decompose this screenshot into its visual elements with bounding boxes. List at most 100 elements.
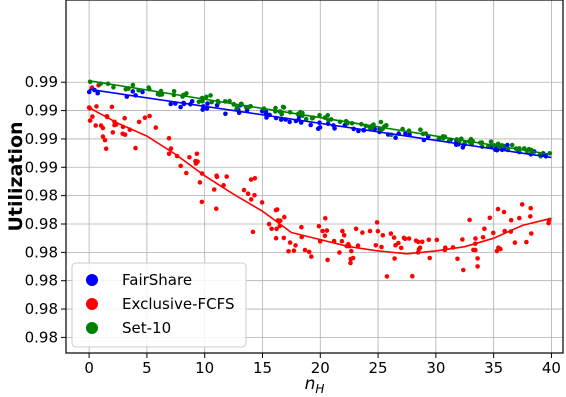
data-point-exclusive-fcfs (87, 118, 93, 123)
data-point-exclusive-fcfs (197, 180, 203, 185)
data-point-exclusive-fcfs (517, 215, 522, 221)
data-point-exclusive-fcfs (373, 243, 379, 248)
legend-marker (86, 298, 98, 310)
data-point-exclusive-fcfs (266, 221, 272, 227)
y-tick-label: 0.98 (25, 300, 58, 318)
data-point-exclusive-fcfs (287, 240, 293, 245)
x-axis-title: nH (305, 374, 325, 396)
data-point-set-10 (317, 112, 322, 118)
data-point-exclusive-fcfs (392, 256, 397, 261)
data-point-exclusive-fcfs (281, 235, 287, 241)
data-point-exclusive-fcfs (355, 243, 361, 248)
data-point-exclusive-fcfs (274, 226, 279, 232)
data-point-exclusive-fcfs (245, 191, 251, 196)
data-point-exclusive-fcfs (142, 115, 148, 120)
data-point-exclusive-fcfs (168, 146, 174, 151)
data-point-exclusive-fcfs (214, 206, 219, 211)
data-point-set-10 (155, 91, 161, 97)
legend-label: Exclusive-FCFS (122, 295, 235, 313)
data-point-exclusive-fcfs (434, 237, 440, 243)
data-point-exclusive-fcfs (293, 243, 298, 248)
data-point-exclusive-fcfs (494, 248, 500, 254)
data-point-exclusive-fcfs (519, 202, 525, 207)
data-point-set-10 (378, 127, 384, 133)
data-point-exclusive-fcfs (353, 226, 359, 232)
data-point-exclusive-fcfs (306, 249, 312, 255)
data-point-fairshare (205, 101, 210, 106)
data-point-exclusive-fcfs (269, 226, 274, 232)
data-point-exclusive-fcfs (187, 155, 192, 160)
data-point-exclusive-fcfs (349, 248, 354, 254)
y-tick-label: 0.98 (25, 328, 58, 346)
data-point-exclusive-fcfs (495, 206, 501, 212)
data-point-fairshare (308, 122, 314, 128)
data-point-exclusive-fcfs (475, 264, 480, 269)
data-point-fairshare (168, 101, 173, 107)
data-point-exclusive-fcfs (322, 233, 328, 238)
y-tick-label: 0.99 (25, 158, 58, 176)
data-point-exclusive-fcfs (273, 207, 279, 213)
data-point-set-10 (418, 127, 423, 132)
data-point-exclusive-fcfs (341, 233, 347, 238)
data-point-exclusive-fcfs (286, 249, 291, 254)
data-point-exclusive-fcfs (302, 247, 308, 253)
y-tick-label: 0.99 (25, 130, 58, 148)
data-point-set-10 (111, 85, 116, 90)
x-tick-label: 15 (253, 359, 272, 377)
legend-label: FairShare (122, 271, 192, 289)
data-point-fairshare (178, 104, 183, 110)
data-point-set-10 (130, 82, 136, 88)
data-point-exclusive-fcfs (337, 250, 342, 255)
data-point-fairshare (393, 135, 398, 140)
y-axis-title: Utilization (5, 121, 27, 231)
data-point-fairshare (130, 89, 136, 94)
data-point-exclusive-fcfs (384, 274, 390, 279)
legend-box (71, 262, 247, 348)
x-tick-label: 35 (484, 359, 503, 377)
data-point-exclusive-fcfs (273, 235, 279, 241)
data-point-exclusive-fcfs (508, 217, 514, 223)
data-point-exclusive-fcfs (178, 163, 183, 169)
data-point-exclusive-fcfs (501, 209, 507, 215)
y-tick-label: 0.98 (25, 215, 58, 233)
data-point-exclusive-fcfs (112, 122, 117, 128)
x-tick-label: 20 (311, 359, 330, 377)
data-point-set-10 (196, 99, 202, 105)
x-tick-label: 30 (426, 359, 445, 377)
data-point-exclusive-fcfs (147, 113, 152, 119)
data-point-exclusive-fcfs (473, 247, 478, 253)
data-point-exclusive-fcfs (259, 200, 265, 205)
data-point-set-10 (171, 89, 177, 94)
x-tick-label: 25 (369, 359, 388, 377)
data-point-exclusive-fcfs (482, 226, 487, 232)
data-point-exclusive-fcfs (324, 228, 330, 233)
data-point-exclusive-fcfs (529, 231, 534, 236)
data-point-exclusive-fcfs (166, 135, 172, 141)
legend: FairShare Exclusive-FCFS Set-10 (71, 262, 247, 348)
data-point-exclusive-fcfs (391, 235, 397, 240)
data-point-exclusive-fcfs (348, 256, 354, 262)
data-point-set-10 (325, 113, 331, 118)
data-point-exclusive-fcfs (380, 233, 386, 238)
data-point-exclusive-fcfs (248, 177, 254, 182)
data-point-exclusive-fcfs (524, 239, 529, 245)
data-point-fairshare (223, 111, 228, 117)
data-point-exclusive-fcfs (480, 235, 486, 240)
x-axis-ticks: 0 5 10 15 20 25 30 35 40 (84, 353, 561, 377)
data-point-set-10 (273, 105, 278, 111)
data-point-exclusive-fcfs (528, 205, 533, 211)
data-point-exclusive-fcfs (248, 197, 254, 202)
data-point-exclusive-fcfs (320, 228, 325, 234)
data-point-exclusive-fcfs (211, 187, 217, 192)
data-point-exclusive-fcfs (528, 214, 533, 219)
data-point-exclusive-fcfs (375, 228, 381, 234)
data-point-set-10 (204, 94, 209, 100)
data-point-exclusive-fcfs (426, 237, 432, 243)
data-point-exclusive-fcfs (498, 246, 503, 252)
data-point-fairshare (86, 89, 92, 95)
data-point-set-10 (488, 139, 494, 145)
data-point-exclusive-fcfs (94, 104, 99, 109)
data-point-exclusive-fcfs (360, 230, 365, 235)
data-point-exclusive-fcfs (416, 246, 422, 252)
